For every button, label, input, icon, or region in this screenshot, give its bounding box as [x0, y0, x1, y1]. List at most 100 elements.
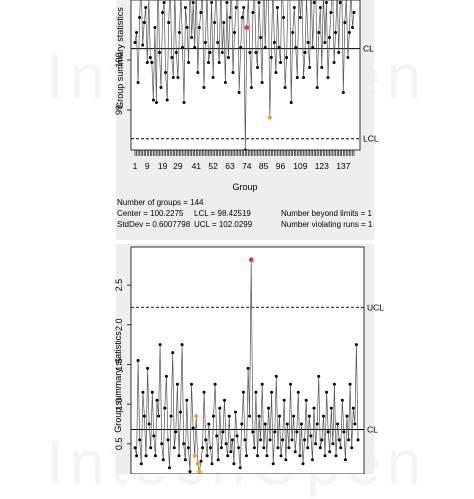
chart-2-point: [290, 438, 294, 442]
chart-1-point: [217, 61, 221, 64]
chart-1-point: [256, 66, 259, 69]
chart-2-y-tick-label: 2.5: [114, 279, 124, 292]
chart-1-point: [306, 41, 310, 44]
chart-1-point: [277, 46, 281, 49]
chart-2-point: [347, 438, 351, 442]
chart-1-point: [347, 31, 351, 34]
chart-2-point: [153, 454, 157, 458]
chart-2-point: [317, 374, 321, 378]
chart-1-point: [303, 51, 307, 54]
chart-2-point: [235, 434, 239, 438]
chart-2-point: [265, 454, 269, 458]
chart-2-point: [213, 382, 217, 386]
chart-2-y-axis-label: Group summary statistics: [113, 331, 123, 433]
chart-2-point: [325, 390, 329, 394]
chart-2-point-beyond-limits: [248, 257, 254, 263]
chart-1-point: [326, 76, 330, 79]
chart-2-point: [256, 454, 259, 458]
chart-1-point: [144, 6, 148, 9]
chart-2-point: [157, 414, 161, 418]
chart-1-stat: Number of groups = 144: [117, 198, 204, 207]
chart-2-point: [216, 458, 220, 462]
chart-2-point: [237, 446, 241, 450]
chart-1-point: [181, 46, 184, 49]
chart-1-point: [240, 16, 244, 19]
chart-2-point-violating-run: [195, 461, 200, 466]
chart-1-point: [274, 71, 278, 74]
chart-2-y-tick-label: 0.5: [114, 438, 124, 451]
chart-1-x-tick-label: 1: [133, 161, 138, 171]
chart-2-point: [139, 462, 143, 466]
chart-1-point: [272, 41, 276, 44]
chart-2-point: [243, 438, 247, 442]
chart-2-point: [260, 382, 264, 386]
chart-2-point: [326, 430, 330, 434]
chart-2-point: [322, 414, 325, 418]
chart-1-point: [295, 76, 299, 79]
chart-2-point: [337, 438, 341, 442]
chart-2-point: [350, 446, 354, 450]
chart-2-point: [303, 438, 307, 442]
chart-2-point: [323, 454, 327, 458]
chart-1-point: [315, 86, 319, 89]
chart-1-point: [279, 61, 282, 64]
chart-1-point: [311, 46, 315, 49]
chart-1-point: [199, 11, 203, 14]
chart-2-point: [147, 422, 151, 426]
chart-2-point: [274, 374, 278, 378]
chart-2-point: [172, 446, 176, 450]
chart-1-point: [203, 41, 207, 44]
chart-2-point: [263, 422, 267, 426]
chart-1-point: [138, 16, 142, 19]
chart-2-center-line-label: CL: [367, 425, 378, 435]
chart-1-point: [202, 86, 206, 89]
chart-1-point: [294, 46, 298, 49]
chart-1-point: [254, 51, 258, 54]
chart-1-point: [174, 51, 178, 54]
chart-2-point: [307, 414, 311, 418]
chart-1-point: [213, 21, 217, 24]
chart-1-stat: StdDev = 0.6007798: [117, 220, 191, 229]
chart-1-point: [338, 1, 342, 4]
chart-2-point: [241, 390, 245, 394]
chart-2-point: [175, 382, 179, 386]
chart-1-point: [282, 16, 286, 19]
chart-2-point: [248, 414, 252, 418]
chart-1-point: [161, 11, 165, 14]
chart-1-x-tick-label: 96: [276, 161, 286, 171]
chart-2-point: [312, 406, 316, 410]
chart-2-point: [270, 390, 274, 394]
chart-2-point: [146, 366, 150, 370]
chart-1-point: [248, 51, 252, 54]
chart-2-point: [334, 454, 338, 458]
chart-2-point: [186, 446, 190, 450]
chart-1-x-tick-label: 85: [259, 161, 269, 171]
chart-2-point: [279, 454, 283, 458]
chart-1-point: [225, 1, 229, 4]
chart-2-point: [230, 438, 234, 442]
chart-2-point: [182, 442, 186, 446]
chart-1-point: [187, 61, 191, 64]
chart-2-point: [278, 414, 281, 418]
chart-1-point: [226, 56, 230, 59]
chart-2-point: [160, 442, 164, 446]
chart-1-x-tick-label: 137: [336, 161, 350, 171]
chart-1-point: [332, 61, 336, 64]
chart-1-point: [177, 31, 181, 34]
chart-2-point: [273, 430, 277, 434]
chart-1-point: [318, 6, 322, 9]
chart-1-point: [352, 11, 356, 14]
chart-1-point: [251, 11, 255, 14]
chart-2-point: [331, 442, 335, 446]
chart-2-point: [354, 343, 358, 347]
chart-1-point: [165, 98, 169, 102]
chart-2-point: [251, 430, 255, 434]
chart-1-x-tick-label: 63: [225, 161, 235, 171]
chart-2-y-tick-label: 1.0: [114, 398, 124, 411]
chart-2-point: [351, 406, 355, 410]
chart-2-point: [287, 446, 291, 450]
chart-1-point: [328, 36, 331, 39]
chart-2-point: [245, 454, 248, 458]
chart-2-point: [252, 446, 256, 450]
